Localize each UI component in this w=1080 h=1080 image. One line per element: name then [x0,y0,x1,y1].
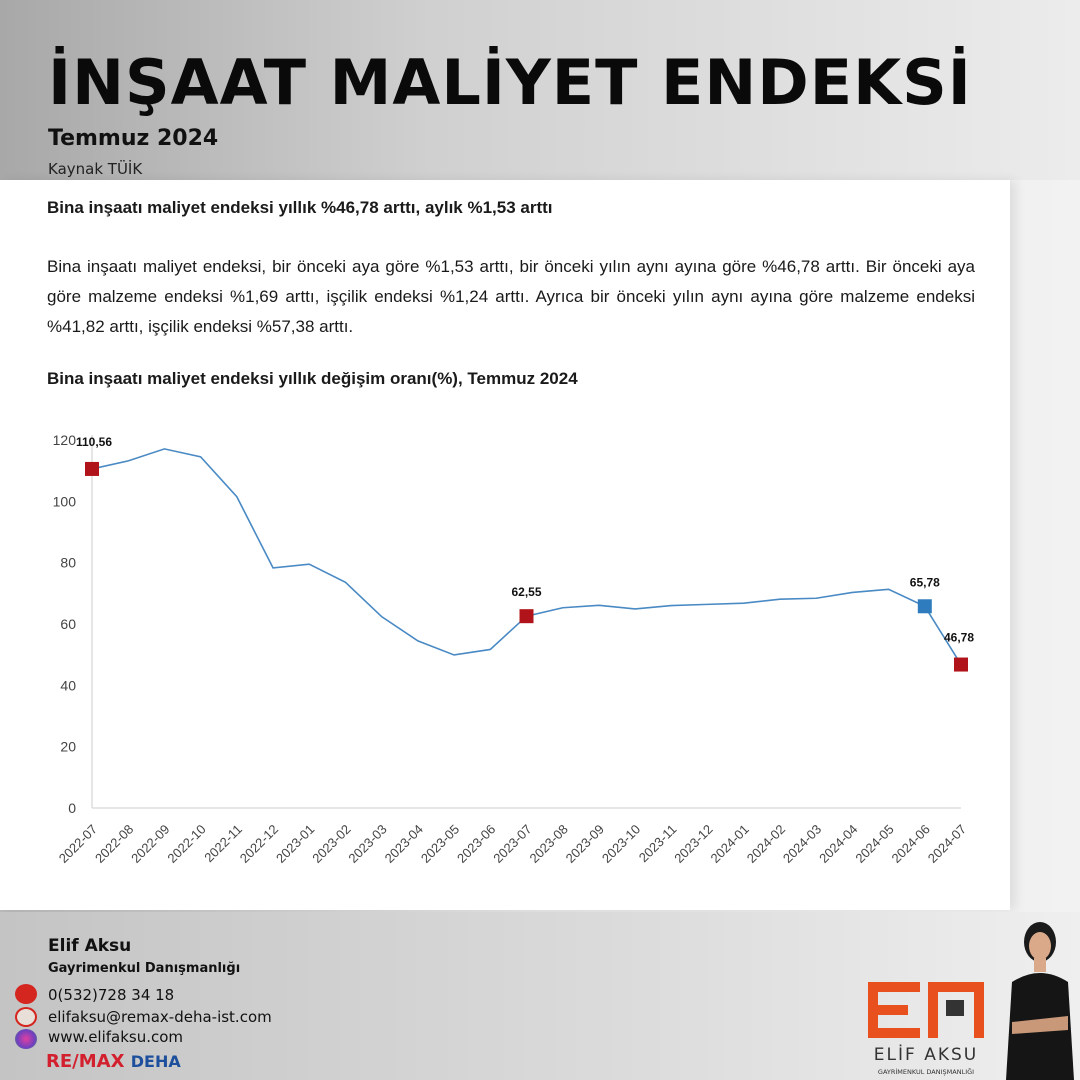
y-tick-label: 60 [60,616,76,632]
x-tick-label: 2022-08 [92,822,136,866]
summary-paragraph: Bina inşaatı maliyet endeksi, bir önceki… [47,257,975,336]
source-label: Kaynak TÜİK [48,160,143,178]
y-tick-label: 20 [60,739,76,755]
x-tick-label: 2023-06 [454,822,498,866]
x-tick-label: 2023-08 [526,822,570,866]
globe-icon [15,1029,37,1049]
x-tick-label: 2023-07 [490,822,534,866]
highlight-marker [917,599,932,614]
x-tick-label: 2022-11 [201,822,245,866]
content-panel [0,180,1010,910]
elif-aksu-logo: ELİF AKSU GAYRİMENKUL DANIŞMANLIĞI [868,982,984,1076]
website-link[interactable]: www.elifaksu.com [48,1028,184,1046]
x-tick-label: 2023-02 [309,822,353,866]
x-tick-label: 2024-06 [889,822,933,866]
phone-number[interactable]: 0(532)728 34 18 [48,986,175,1004]
headline: Bina inşaatı maliyet endeksi yıllık %46,… [47,198,553,217]
x-tick-label: 2023-04 [382,822,426,866]
y-tick-label: 120 [53,432,77,448]
chart-heading: Bina inşaatı maliyet endeksi yıllık deği… [47,369,578,388]
x-tick-label: 2023-12 [671,822,715,866]
x-tick-label: 2023-05 [418,822,462,866]
x-tick-label: 2023-10 [599,822,643,866]
line-chart: 0204060801001202022-072022-082022-092022… [53,432,975,866]
data-label: 46,78 [944,631,974,645]
footer [0,912,1080,1080]
agent-name: Elif Aksu [48,936,132,956]
y-tick-label: 80 [60,555,76,571]
svg-text:ELİF AKSU: ELİF AKSU [874,1044,978,1065]
data-label: 65,78 [910,575,940,589]
agent-role: Gayrimenkul Danışmanlığı [48,961,241,976]
x-tick-label: 2024-07 [925,822,969,866]
x-tick-label: 2022-10 [164,822,208,866]
x-tick-label: 2023-01 [273,822,317,866]
page-subtitle: Temmuz 2024 [48,126,219,151]
y-tick-label: 100 [53,493,77,509]
page-title: İNŞAAT MALİYET ENDEKSİ [48,46,972,119]
highlight-marker [519,609,534,624]
x-tick-label: 2024-02 [744,822,788,866]
svg-text:GAYRİMENKUL DANIŞMANLIĞI: GAYRİMENKUL DANIŞMANLIĞI [878,1067,974,1076]
email-icon [15,1007,37,1027]
remax-logo: RE/MAX DEHA [46,1051,181,1072]
x-tick-label: 2023-03 [345,822,389,866]
y-tick-label: 0 [68,800,76,816]
agent-photo [1006,922,1074,1080]
highlight-marker [85,461,99,476]
x-tick-label: 2024-04 [816,822,860,866]
y-tick-label: 40 [60,677,76,693]
phone-icon [15,984,37,1004]
x-tick-label: 2022-09 [128,822,172,866]
x-tick-label: 2024-01 [708,822,752,866]
x-tick-label: 2024-03 [780,822,824,866]
x-tick-label: 2022-12 [237,822,281,866]
x-tick-label: 2023-11 [636,822,680,866]
x-tick-label: 2023-09 [563,822,607,866]
header [0,0,1080,180]
data-label: 110,56 [76,435,112,449]
series-line [91,448,962,665]
email-link[interactable]: elifaksu@remax-deha-ist.com [48,1008,272,1026]
highlight-marker [954,657,968,672]
x-tick-label: 2024-05 [852,822,896,866]
x-tick-label: 2022-07 [56,822,100,866]
data-label: 62,55 [511,585,541,599]
